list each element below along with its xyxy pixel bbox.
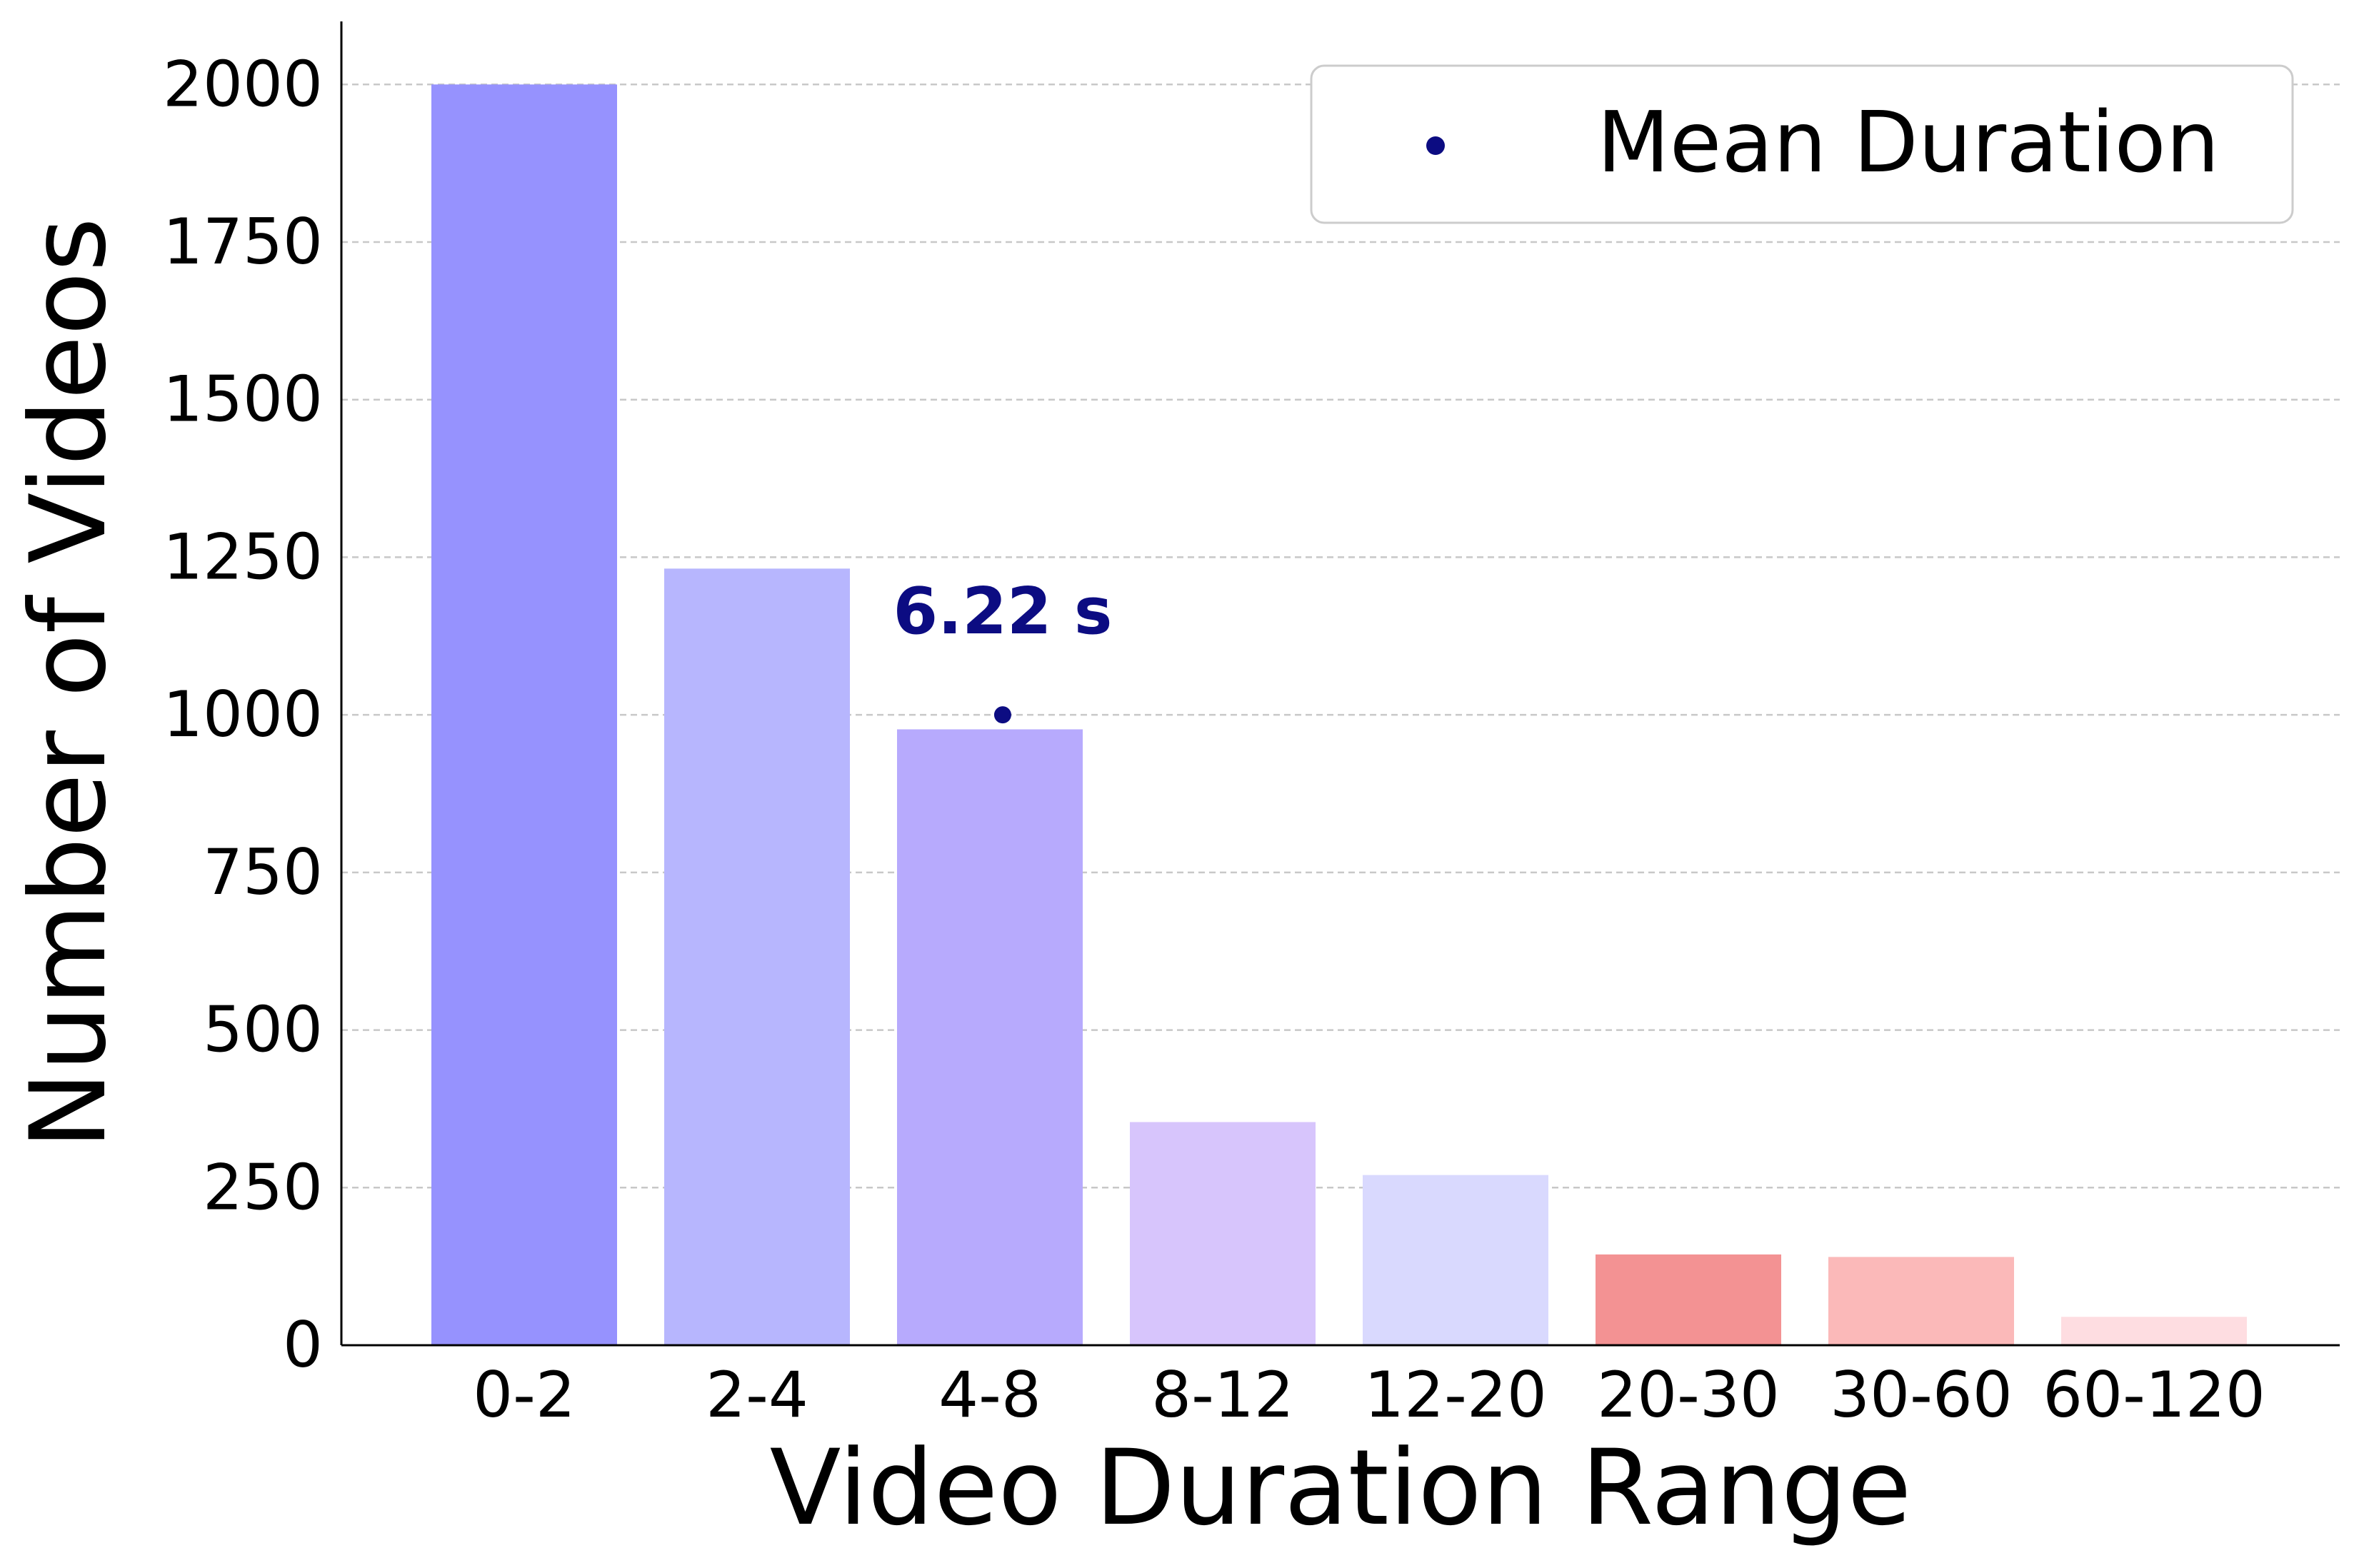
y-ticks: 0 250 500 750 1000 1250 1500 1750 2000 <box>163 47 323 1382</box>
bar-20-30 <box>1596 1254 1781 1345</box>
x-tick-label: 30-60 <box>1830 1358 2013 1432</box>
y-tick-label: 1750 <box>163 205 323 278</box>
x-tick-label: 20-30 <box>1597 1358 1780 1432</box>
legend-box <box>1310 64 2294 224</box>
mean-duration-marker <box>993 706 1011 724</box>
x-ticks: 0-2 2-4 4-8 8-12 12-20 20-30 30-60 60-120 <box>473 1358 2265 1432</box>
bar-8-12 <box>1130 1122 1316 1345</box>
y-tick-label: 2000 <box>163 47 323 121</box>
bar-30-60 <box>1828 1257 2014 1345</box>
x-tick-label: 60-120 <box>2043 1358 2265 1432</box>
x-tick-label: 12-20 <box>1364 1358 1547 1432</box>
legend-marker <box>1426 136 1445 155</box>
bar-12-20 <box>1363 1175 1548 1345</box>
x-tick-label: 0-2 <box>473 1358 576 1432</box>
bar-4-8 <box>897 729 1083 1345</box>
y-tick-label: 500 <box>203 993 323 1067</box>
mean-duration-annotation: 6.22 s <box>893 574 1112 649</box>
bar-2-4 <box>664 568 850 1345</box>
mean-marker-group: 6.22 s <box>893 574 1112 724</box>
bar-60-120 <box>2061 1317 2247 1345</box>
y-gridlines <box>341 84 2340 1189</box>
bar-0-2 <box>431 84 617 1345</box>
axes <box>340 21 2340 1347</box>
bars <box>431 84 2247 1345</box>
y-tick-label: 1250 <box>163 520 323 593</box>
legend: Mean Duration <box>1310 64 2294 224</box>
y-tick-label: 0 <box>283 1308 323 1382</box>
y-tick-label: 1000 <box>163 678 323 751</box>
y-tick-label: 1500 <box>163 363 323 436</box>
x-axis-label: Video Duration Range <box>770 1427 1912 1549</box>
x-tick-label: 2-4 <box>706 1358 808 1432</box>
y-axis-label: Number of Videos <box>8 217 129 1149</box>
x-tick-label: 8-12 <box>1151 1358 1294 1432</box>
legend-label: Mean Duration <box>1597 93 2220 191</box>
x-tick-label: 4-8 <box>938 1358 1041 1432</box>
y-tick-label: 750 <box>203 835 323 909</box>
y-tick-label: 250 <box>203 1150 323 1224</box>
